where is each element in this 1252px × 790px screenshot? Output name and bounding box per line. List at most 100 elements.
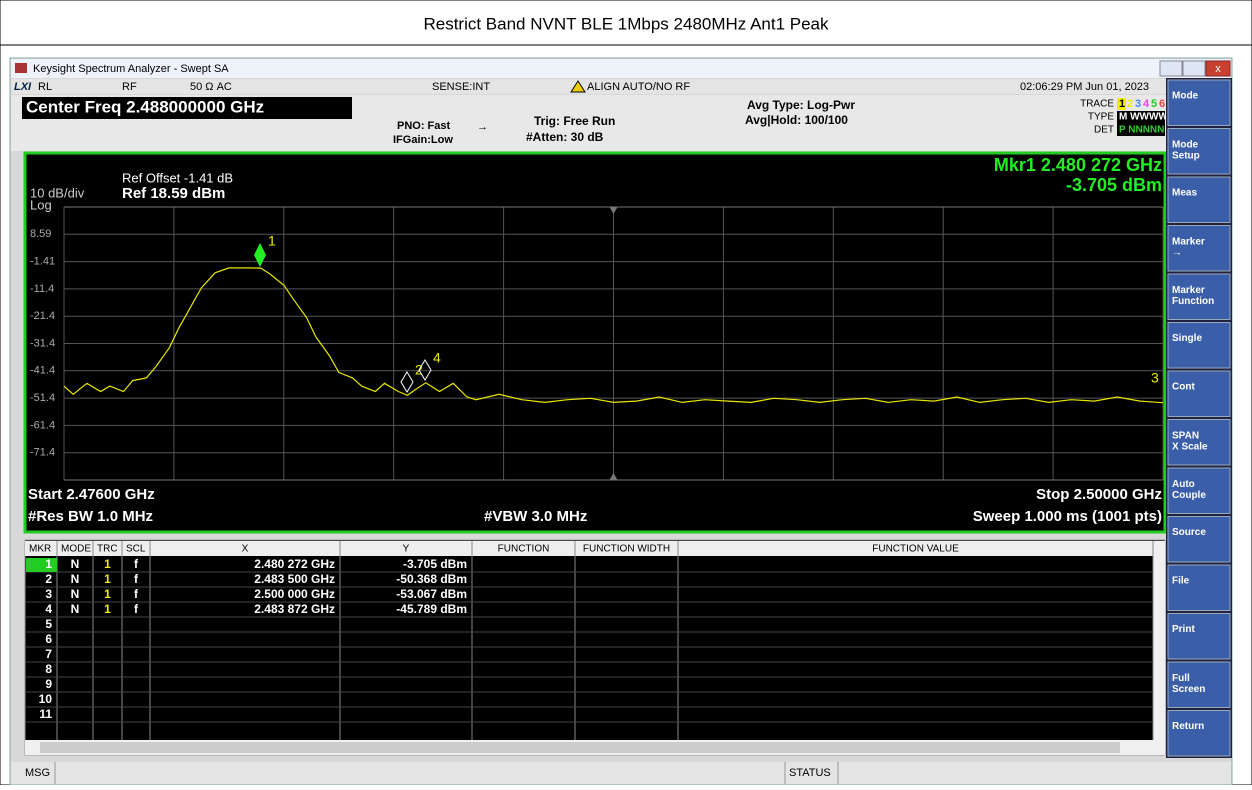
table-cell: 1 xyxy=(104,557,111,571)
status-row xyxy=(11,79,1166,94)
softkey[interactable] xyxy=(1167,79,1231,126)
scale: 10 dB/div xyxy=(30,185,85,200)
pno: PNO: Fast xyxy=(397,120,451,132)
center-indicator xyxy=(609,473,618,480)
status-align: ALIGN AUTO/NO RF xyxy=(587,81,690,93)
scrollbar-thumb[interactable] xyxy=(40,742,1120,753)
trace-number: 4 xyxy=(1143,98,1150,110)
table-cell: 2.483 500 GHz xyxy=(254,572,335,586)
softkey[interactable] xyxy=(1167,467,1231,514)
marker-1-label: 1 xyxy=(268,233,276,249)
message-bar xyxy=(11,762,1231,784)
softkey-label: SPAN X Scale xyxy=(1172,430,1208,452)
y-tick-label: -61.4 xyxy=(30,419,55,431)
softkey[interactable] xyxy=(1167,370,1231,417)
trace-number: 6 xyxy=(1159,98,1165,110)
status-time: 02:06:29 PM Jun 01, 2023 xyxy=(1020,81,1149,93)
table-cell: -53.067 dBm xyxy=(396,587,467,601)
softkey[interactable] xyxy=(1167,176,1231,223)
softkey-label: Source xyxy=(1172,527,1206,538)
softkey[interactable] xyxy=(1167,128,1231,175)
app-icon xyxy=(15,63,27,73)
trig: Trig: Free Run xyxy=(534,114,615,128)
avg-type: Avg Type: Log-Pwr xyxy=(747,98,855,112)
table-header: FUNCTION WIDTH xyxy=(583,544,670,555)
table-cell: 4 xyxy=(45,602,52,616)
table-cell: f xyxy=(134,587,139,601)
marker-freq: Mkr1 2.480 272 GHz xyxy=(994,155,1162,175)
close-button[interactable] xyxy=(1205,60,1231,77)
softkey-label: Marker → xyxy=(1172,236,1205,258)
table-cell: f xyxy=(134,572,139,586)
softkey-label: Meas xyxy=(1172,188,1197,199)
scale-type: Log xyxy=(30,197,52,212)
ifgain: IFGain:Low xyxy=(393,134,453,146)
minimize-button[interactable] xyxy=(1159,60,1183,77)
restore-button[interactable] xyxy=(1182,60,1206,77)
table-header: TRC xyxy=(97,544,118,555)
type-value: M WWWWW xyxy=(1119,112,1178,123)
window-titlebar xyxy=(11,59,1231,78)
atten: #Atten: 30 dB xyxy=(526,130,604,144)
status-label: STATUS xyxy=(789,767,831,779)
marker-4-label: 4 xyxy=(433,350,441,366)
table-header: X xyxy=(242,544,249,555)
table-cell: 9 xyxy=(45,677,52,691)
marker-amp: -3.705 dBm xyxy=(1066,175,1162,195)
status-impedance: 50 Ω AC xyxy=(190,81,232,93)
table-cell: 10 xyxy=(39,692,53,706)
table-cell: -50.368 dBm xyxy=(396,572,467,586)
softkey[interactable] xyxy=(1167,273,1231,320)
softkey-label: File xyxy=(1172,576,1190,587)
softkey[interactable] xyxy=(1167,322,1231,369)
y-tick-label: -11.4 xyxy=(30,283,54,295)
softkey[interactable] xyxy=(1167,613,1231,660)
start-freq: Start 2.47600 GHz xyxy=(28,486,155,503)
softkey-label: Print xyxy=(1172,624,1195,635)
type-label: TYPE xyxy=(1088,112,1114,123)
trace-number: 5 xyxy=(1151,98,1157,110)
table-cell: 2.483 872 GHz xyxy=(254,602,335,616)
softkey-label: Mode xyxy=(1172,91,1199,102)
table-cell: N xyxy=(71,587,80,601)
vertical-scrollbar[interactable] xyxy=(1153,541,1165,740)
ref-level: Ref 18.59 dBm xyxy=(122,185,225,202)
y-tick-label: -21.4 xyxy=(30,310,55,322)
table-cell: N xyxy=(71,572,80,586)
msg-label: MSG xyxy=(25,767,50,779)
table-cell: 3 xyxy=(45,587,52,601)
softkey[interactable] xyxy=(1167,710,1231,757)
table-header: SCL xyxy=(126,544,146,555)
softkey[interactable] xyxy=(1167,225,1231,272)
rbw: #Res BW 1.0 MHz xyxy=(28,508,153,525)
table-cell: 1 xyxy=(104,602,111,616)
table-cell: f xyxy=(134,557,139,571)
det-value: P NNNNN xyxy=(1119,125,1164,136)
table-header: FUNCTION xyxy=(498,544,550,555)
page-title: Restrict Band NVNT BLE 1Mbps 2480MHz Ant… xyxy=(423,14,829,33)
softkey[interactable] xyxy=(1167,564,1231,611)
marker-3-label: 3 xyxy=(1151,370,1159,386)
table-header: Y xyxy=(403,544,410,555)
table-cell: 1 xyxy=(104,572,111,586)
softkey[interactable] xyxy=(1167,419,1231,466)
y-tick-label: -51.4 xyxy=(30,392,55,404)
trace xyxy=(63,267,1164,404)
trace-number: 1 xyxy=(1119,98,1125,110)
y-tick-label: 8.59 xyxy=(30,228,51,240)
table-cell: N xyxy=(71,557,80,571)
trace-number: 3 xyxy=(1135,98,1141,110)
center-freq-box xyxy=(22,97,352,119)
table-header: MODE xyxy=(61,544,91,555)
table-cell: 2 xyxy=(45,572,52,586)
softkey-label: Auto Couple xyxy=(1172,479,1206,501)
softkey[interactable] xyxy=(1167,661,1231,708)
softkey-label: Single xyxy=(1172,333,1202,344)
softkey[interactable] xyxy=(1167,516,1231,563)
table-header: MKR xyxy=(29,544,51,555)
vbw: #VBW 3.0 MHz xyxy=(484,508,587,525)
close-icon: x xyxy=(1215,63,1221,75)
marker-2 xyxy=(400,371,414,393)
window-title: Keysight Spectrum Analyzer - Swept SA xyxy=(33,63,229,75)
